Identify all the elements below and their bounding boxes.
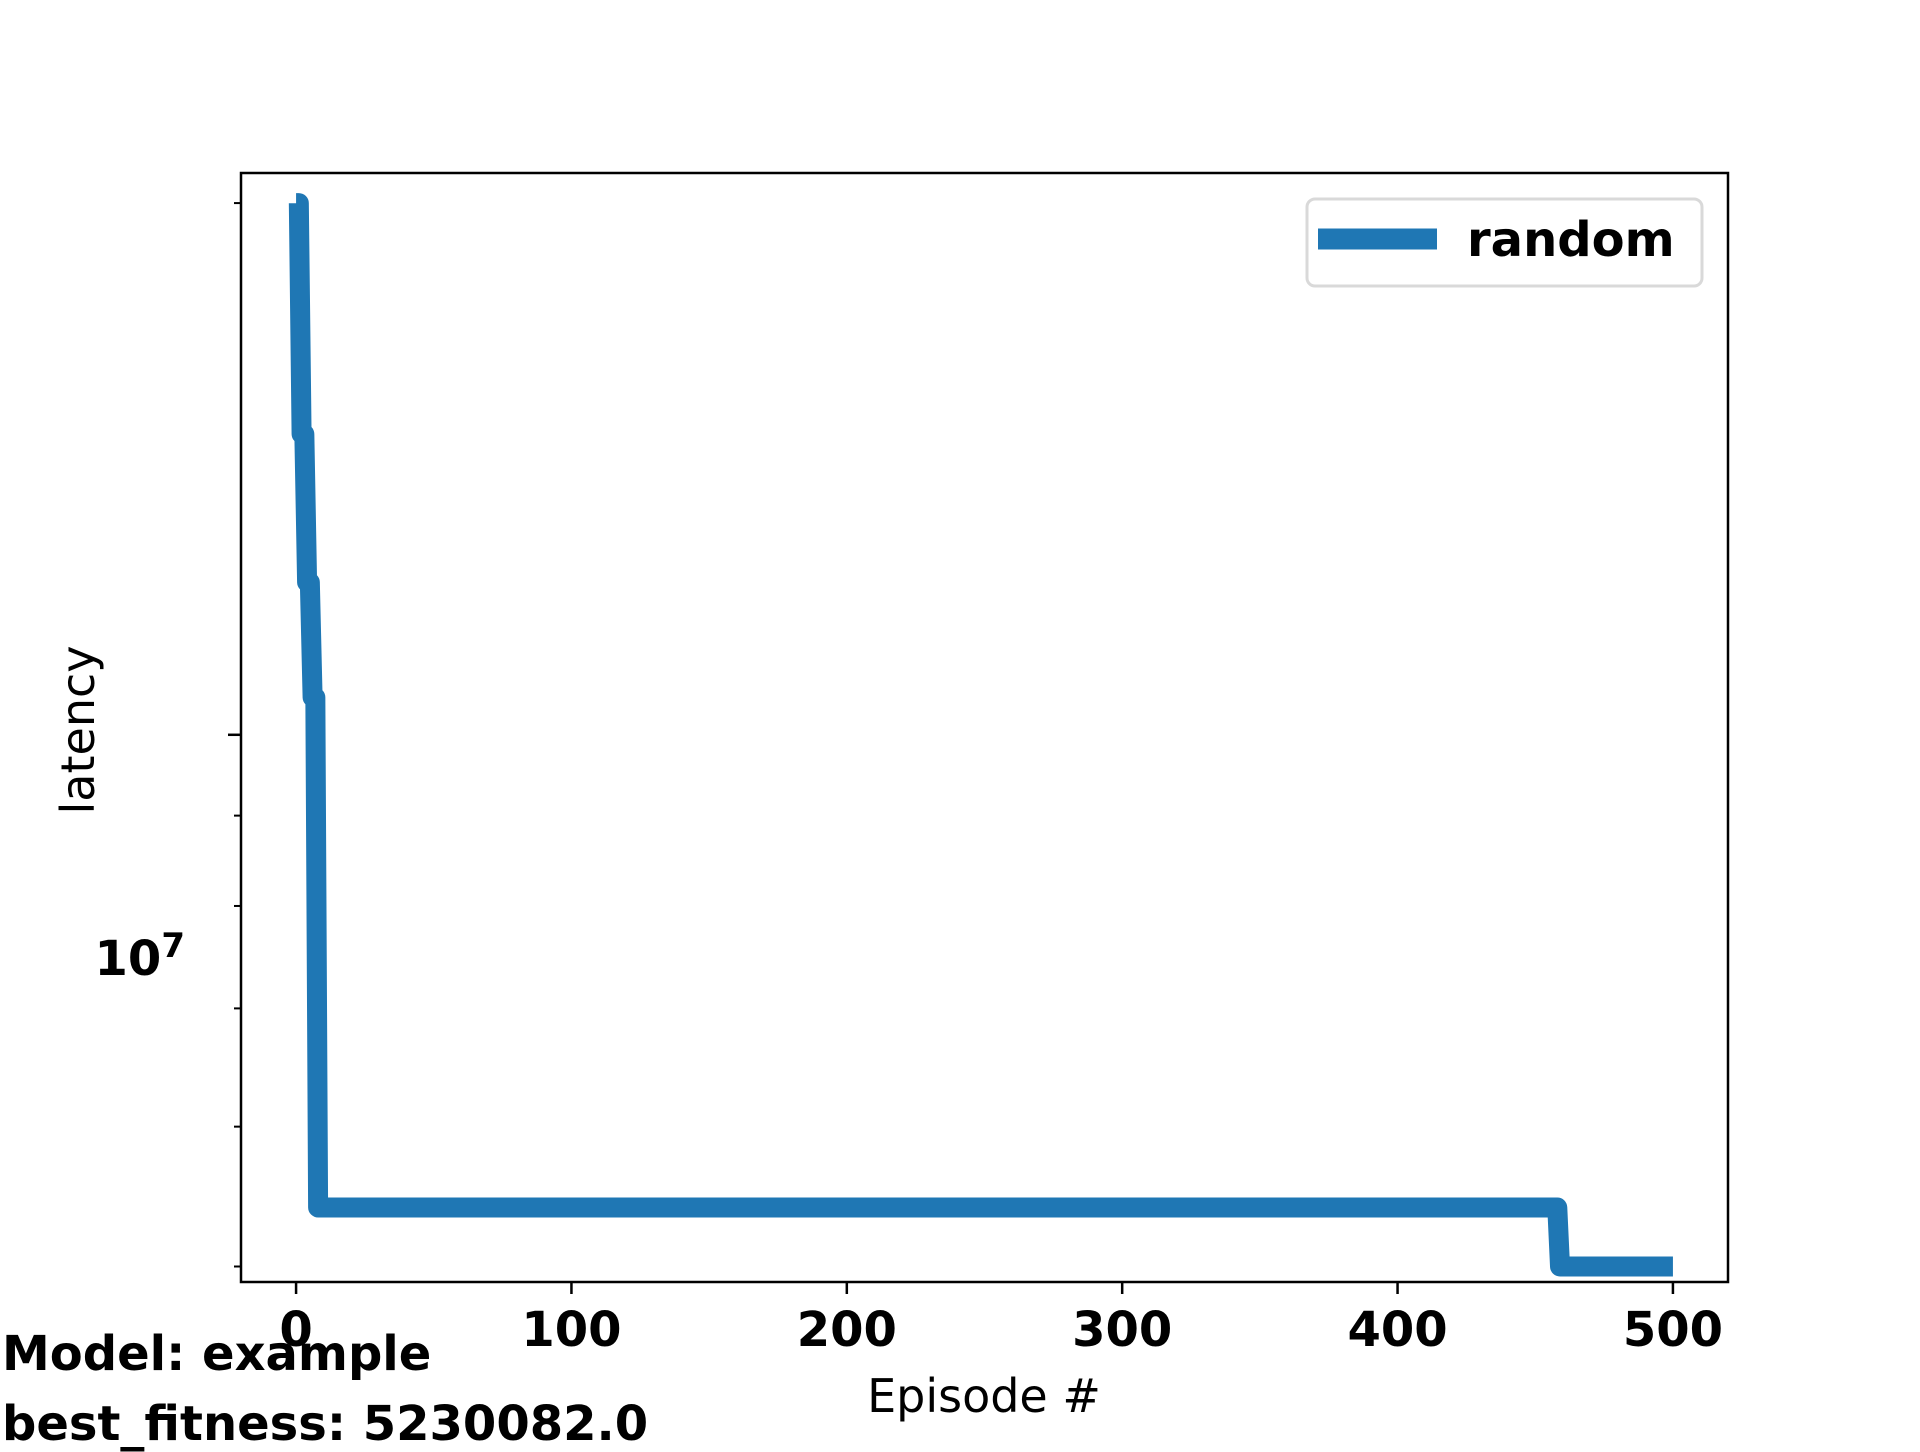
- x-tick-label: 500: [1623, 1302, 1723, 1358]
- x-tick-label: 400: [1347, 1302, 1447, 1358]
- legend-label-random: random: [1467, 212, 1675, 268]
- plot-area: [241, 173, 1728, 1282]
- best-fitness-label: best_fitness: 5230082.0: [2, 1396, 649, 1452]
- y-tick-base: 10: [95, 931, 162, 987]
- y-major-tick-label: 107: [95, 926, 185, 987]
- legend-box: [1305, 197, 1704, 288]
- y-axis-ticks: [228, 202, 241, 1268]
- y-axis-label: latency: [51, 646, 105, 815]
- x-tick-label: 300: [1072, 1302, 1172, 1358]
- x-tick-label: 0: [279, 1302, 312, 1358]
- x-tick-label: 200: [797, 1302, 897, 1358]
- legend: random: [1305, 197, 1704, 288]
- x-axis-ticks: 0 100 200 300 400 500: [279, 1282, 1723, 1358]
- y-tick-exponent: 7: [161, 926, 185, 966]
- x-axis-label: Episode #: [867, 1369, 1101, 1423]
- series-layer: [288, 193, 1673, 1277]
- x-tick-label: 100: [521, 1302, 621, 1358]
- series-line-random: [288, 193, 1673, 1277]
- plot-frame: [239, 171, 1730, 1284]
- model-label: Model: example: [2, 1326, 432, 1382]
